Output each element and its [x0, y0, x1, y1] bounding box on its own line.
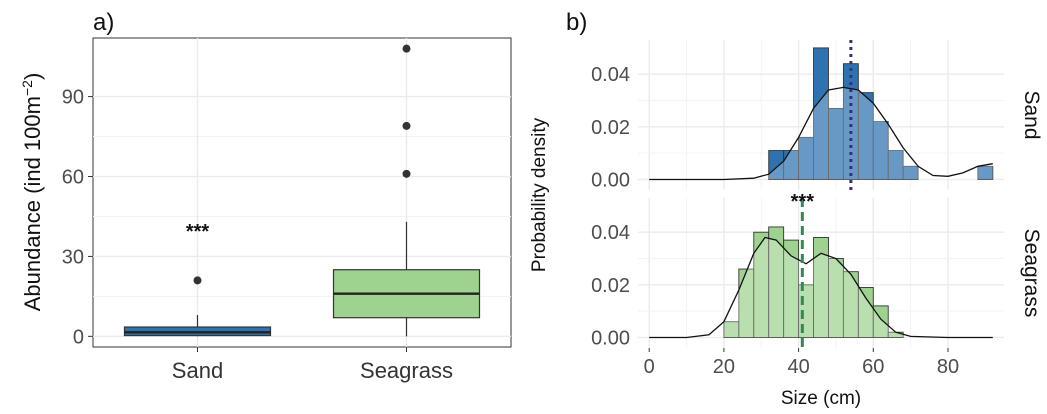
- density-curve: [649, 86, 993, 181]
- significance-annotation: ***: [186, 221, 210, 243]
- y-tick-label: 0: [73, 326, 84, 348]
- significance-annotation: ***: [791, 191, 815, 213]
- histogram-x-axis-title: Size (cm): [781, 388, 861, 409]
- y-tick-label: 0.00: [591, 169, 630, 191]
- histogram-bar: [902, 165, 919, 180]
- y-tick-label: 0.02: [591, 117, 630, 139]
- x-tick-label: 0: [644, 356, 655, 378]
- panel-a-label: a): [93, 9, 114, 36]
- x-tick-label: 80: [937, 356, 959, 378]
- histogram-bar: [977, 165, 994, 180]
- boxplot-panel: *** 0 30 60 90 Sand Seagrass Abundance (ind 1…: [19, 37, 512, 383]
- facet-strip-sand: Sand: [1020, 90, 1043, 139]
- outlier-point: [402, 169, 411, 178]
- outlier-point: [402, 44, 411, 53]
- y-tick-label: 90: [62, 87, 84, 109]
- outlier-point: [402, 121, 411, 130]
- x-tick-label: Seagrass: [360, 358, 453, 383]
- y-tick-label: 30: [62, 246, 84, 268]
- x-tick-label: 60: [862, 356, 884, 378]
- y-tick-label: 0.04: [591, 222, 630, 244]
- histogram-bar: [887, 150, 904, 180]
- boxplot-y-axis-title: Abundance (ind 100m−2): [19, 73, 45, 312]
- y-tick-label: 0.00: [591, 327, 630, 349]
- histogram-panel: *** 0.00 0.02 0.04 0.00 0.02 0.04 0 20 40 60 80 Pr…: [529, 40, 1043, 409]
- facet-strip-seagrass: Seagrass: [1020, 229, 1043, 318]
- boxplot-grid: [93, 38, 511, 347]
- x-tick-label: Sand: [172, 358, 223, 383]
- y-tick-label: 0.02: [591, 275, 630, 297]
- boxplot-marks: ***: [123, 44, 481, 337]
- histogram-ticks: 0.00 0.02 0.04 0.00 0.02 0.04 0 20 40 60 80: [591, 64, 959, 378]
- outlier-point: [193, 276, 202, 285]
- histogram-marks: ***: [649, 40, 994, 348]
- x-tick-label: 40: [787, 356, 809, 378]
- y-tick-label: 60: [62, 167, 84, 189]
- panel-b-label: b): [566, 9, 587, 36]
- x-tick-label: 20: [713, 356, 735, 378]
- histogram-y-axis-title: Probability density: [529, 117, 550, 272]
- boxplot-ticks: 0 30 60 90 Sand Seagrass: [62, 87, 453, 383]
- density-area: [649, 87, 993, 180]
- density-curve: [649, 236, 993, 339]
- y-tick-label: 0.04: [591, 64, 630, 86]
- density-area: [649, 237, 993, 338]
